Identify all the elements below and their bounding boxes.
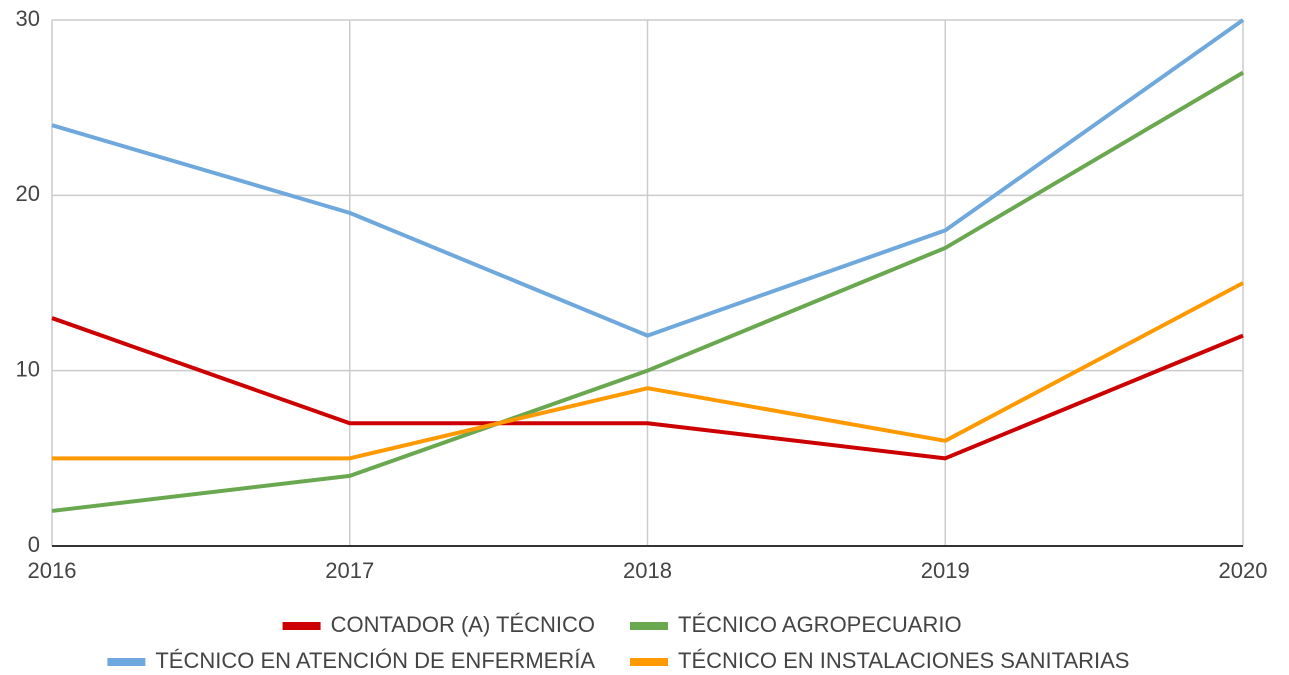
legend-swatch <box>630 658 668 666</box>
legend-label: TÉCNICO EN ATENCIÓN DE ENFERMERÍA <box>155 648 595 673</box>
x-tick-label: 2019 <box>921 558 970 583</box>
y-tick-label: 20 <box>16 181 40 206</box>
line <box>51 18 1245 338</box>
line <box>51 316 1244 461</box>
x-tick-label: 2018 <box>623 558 672 583</box>
x-tick-label: 2017 <box>325 558 374 583</box>
line <box>51 70 1245 513</box>
legend-label: TÉCNICO EN INSTALACIONES SANITARIAS <box>678 648 1129 673</box>
y-tick-label: 30 <box>16 6 40 31</box>
x-tick-label: 2020 <box>1219 558 1268 583</box>
legend-swatch <box>107 658 146 666</box>
legend-swatch <box>630 622 668 630</box>
line <box>52 281 1244 461</box>
legend-label: TÉCNICO AGROPECUARIO <box>678 612 962 637</box>
x-tick-label: 2016 <box>28 558 77 583</box>
y-tick-label: 0 <box>28 532 40 557</box>
legend-swatch <box>282 622 321 630</box>
legend-label: CONTADOR (A) TÉCNICO <box>331 612 595 637</box>
y-tick-label: 10 <box>16 356 40 381</box>
